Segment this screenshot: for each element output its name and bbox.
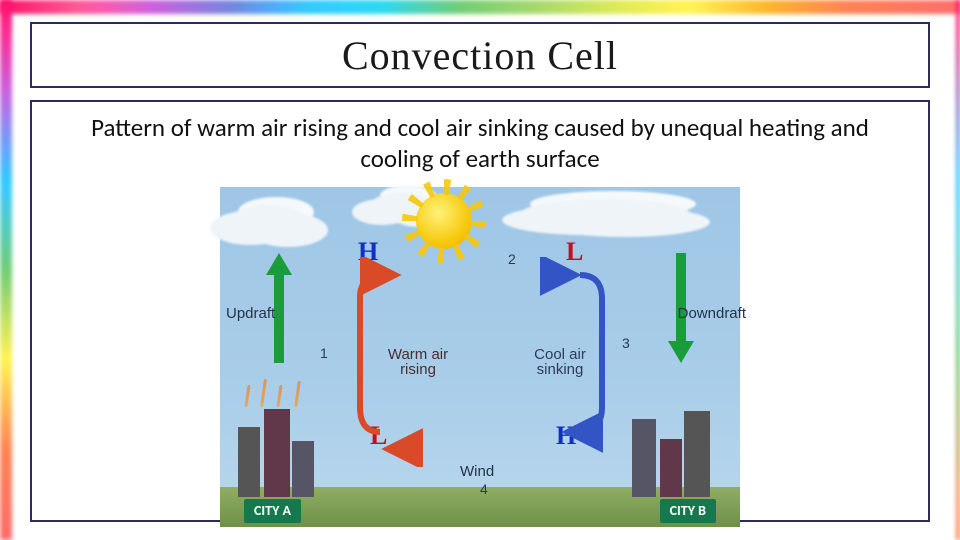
page-title: Convection Cell xyxy=(342,32,618,79)
cool-air-label: Cool airsinking xyxy=(520,347,600,379)
content-container: Pattern of warm air rising and cool air … xyxy=(30,100,930,522)
step-3: 3 xyxy=(622,335,630,351)
decorative-border-left xyxy=(0,0,12,540)
convection-diagram: CITY A CITY B Updraft Downdraft H L L H xyxy=(220,187,740,527)
updraft-label: Updraft xyxy=(226,305,275,322)
decorative-border-right xyxy=(956,0,960,540)
sun-icon xyxy=(416,193,472,249)
cloud-left xyxy=(228,205,308,239)
step-1: 1 xyxy=(320,345,328,361)
decorative-border-top xyxy=(0,0,960,14)
description-text: Pattern of warm air rising and cool air … xyxy=(32,112,928,183)
warm-air-label: Warm airrising xyxy=(378,347,458,379)
wind-label: Wind xyxy=(460,463,494,480)
cloud-right xyxy=(520,199,690,229)
title-container: Convection Cell xyxy=(30,22,930,88)
downdraft-label: Downdraft xyxy=(678,305,746,322)
city-b-label: CITY B xyxy=(660,499,716,523)
step-2: 2 xyxy=(508,251,516,267)
city-b xyxy=(626,407,726,497)
city-a-label: CITY A xyxy=(244,499,301,523)
step-4: 4 xyxy=(480,481,488,497)
city-a xyxy=(234,407,334,497)
